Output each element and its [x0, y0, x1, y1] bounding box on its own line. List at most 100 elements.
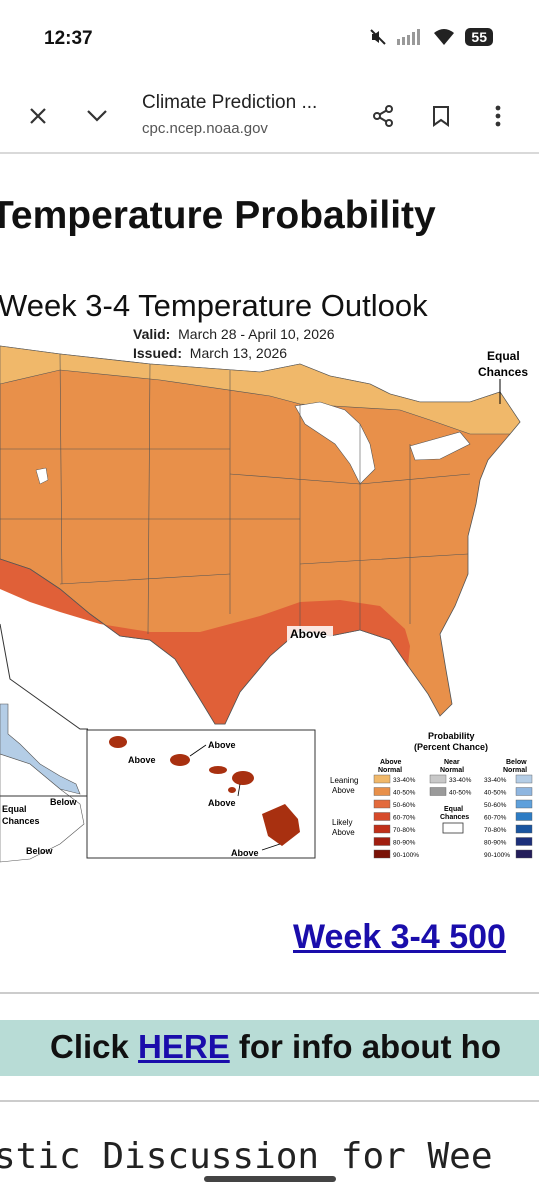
status-time: 12:37	[44, 28, 93, 49]
svg-text:Chances: Chances	[2, 816, 40, 826]
divider	[0, 992, 539, 994]
near-range-label: 33-40%	[449, 777, 472, 784]
week-3-4-500-link[interactable]: Week 3-4 500	[293, 918, 506, 956]
battery-badge: 55	[465, 28, 493, 46]
equal-chances-line2: Chances	[478, 365, 528, 379]
svg-text:Above: Above	[128, 755, 156, 765]
above-range-label: 90-100%	[393, 852, 419, 859]
below-range-label: 33-40%	[484, 777, 507, 784]
below-swatch	[515, 787, 533, 796]
svg-text:Below: Below	[50, 797, 78, 807]
banner-text: Click HERE for info about ho	[50, 1028, 501, 1066]
northern-lean-band	[0, 345, 521, 435]
svg-text:Normal: Normal	[440, 767, 464, 774]
above-range-label: 60-70%	[393, 815, 416, 822]
collapse-button[interactable]	[81, 100, 113, 132]
above-range-label: 70-80%	[393, 827, 416, 834]
chevron-down-icon	[87, 110, 107, 122]
more-vert-icon	[495, 105, 501, 127]
above-swatch	[373, 812, 391, 821]
above-range-label: 50-60%	[393, 802, 416, 809]
info-banner: Click HERE for info about ho	[0, 1020, 539, 1076]
above-range-label: 40-50%	[393, 790, 416, 797]
below-swatch	[515, 799, 533, 809]
svg-text:Below: Below	[506, 759, 527, 766]
svg-text:Probability: Probability	[428, 731, 475, 741]
signal-icon	[397, 29, 421, 45]
status-bar: 12:37 55	[0, 0, 539, 78]
here-link[interactable]: HERE	[138, 1028, 230, 1065]
svg-text:Equal: Equal	[2, 804, 27, 814]
near-range-label: 40-50%	[449, 790, 472, 797]
issued-label: Issued:	[133, 345, 183, 361]
outlook-map-graphic: Equal Chances Above Below Equal Chances …	[0, 345, 533, 863]
near-swatch	[429, 787, 447, 796]
divider	[0, 1100, 539, 1102]
more-options-button[interactable]	[482, 100, 514, 132]
page-title[interactable]: Climate Prediction ...	[142, 92, 318, 113]
close-tab-button[interactable]	[22, 100, 54, 132]
svg-text:Normal: Normal	[378, 767, 402, 774]
below-range-label: 70-80%	[484, 827, 507, 834]
banner-prefix: Click	[50, 1028, 139, 1065]
great-salt-lake	[35, 467, 49, 485]
below-swatch	[515, 824, 533, 834]
below-range-label: 50-60%	[484, 802, 507, 809]
temperature-outlook-map[interactable]: Equal Chances Above Below Equal Chances …	[0, 284, 539, 864]
below-range-label: 40-50%	[484, 790, 507, 797]
map-legend: Probability (Percent Chance) Above Norma…	[330, 731, 533, 859]
banner-suffix: for info about ho	[229, 1028, 502, 1065]
above-swatch	[373, 824, 391, 834]
svg-text:Above: Above	[380, 759, 402, 766]
wifi-icon	[434, 29, 455, 45]
share-icon	[373, 105, 393, 127]
svg-text:Normal: Normal	[503, 767, 527, 774]
url-host[interactable]: cpc.ncep.noaa.gov	[142, 120, 268, 137]
web-page: Temperature Probability Equal Chances Ab…	[0, 154, 539, 1200]
svg-text:Above: Above	[208, 740, 236, 750]
bookmark-button[interactable]	[425, 100, 457, 132]
discussion-heading: stic Discussion for Wee	[0, 1136, 493, 1177]
equal-chances-line1: Equal	[487, 349, 520, 363]
svg-text:Chances: Chances	[440, 814, 469, 821]
above-range-label: 80-90%	[393, 840, 416, 847]
conus-above-label: Above	[290, 627, 327, 641]
near-swatch	[429, 774, 447, 784]
bookmark-icon	[433, 106, 449, 127]
svg-text:Likely: Likely	[332, 818, 352, 827]
above-swatch	[373, 799, 391, 809]
svg-text:Above: Above	[231, 848, 259, 858]
gesture-nav-bar[interactable]	[204, 1176, 336, 1182]
mute-icon	[370, 29, 387, 45]
svg-text:Leaning: Leaning	[330, 776, 358, 785]
svg-text:Above: Above	[332, 786, 355, 795]
below-swatch	[515, 849, 533, 859]
valid-line: Valid: March 28 - April 10, 2026	[133, 326, 335, 342]
issued-line: Issued: March 13, 2026	[133, 345, 287, 361]
map-title: Week 3-4 Temperature Outlook	[0, 288, 428, 323]
below-swatch	[515, 837, 533, 846]
valid-value: March 28 - April 10, 2026	[178, 326, 335, 342]
above-swatch	[373, 787, 391, 796]
hawaii-inset: Above Above Above Above	[86, 729, 316, 859]
great-lakes	[294, 401, 471, 485]
below-swatch	[515, 774, 533, 784]
below-range-label: 80-90%	[484, 840, 507, 847]
share-button[interactable]	[367, 100, 399, 132]
svg-text:Below: Below	[26, 846, 54, 856]
svg-text:Equal: Equal	[444, 806, 463, 813]
svg-text:(Percent Chance): (Percent Chance)	[414, 742, 488, 752]
southern-likely-above-band	[0, 559, 410, 724]
svg-text:Near: Near	[444, 759, 460, 766]
above-swatch	[373, 849, 391, 859]
svg-text:Above: Above	[332, 828, 355, 837]
svg-text:Above: Above	[208, 798, 236, 808]
below-range-label: 60-70%	[484, 815, 507, 822]
status-icons: 55	[369, 28, 493, 46]
browser-toolbar: Climate Prediction ... cpc.ncep.noaa.gov	[0, 78, 539, 154]
close-icon	[30, 108, 46, 124]
below-range-label: 90-100%	[484, 852, 510, 859]
state-borders	[0, 353, 471, 635]
page-heading: Temperature Probability	[0, 194, 436, 237]
above-range-label: 33-40%	[393, 777, 416, 784]
